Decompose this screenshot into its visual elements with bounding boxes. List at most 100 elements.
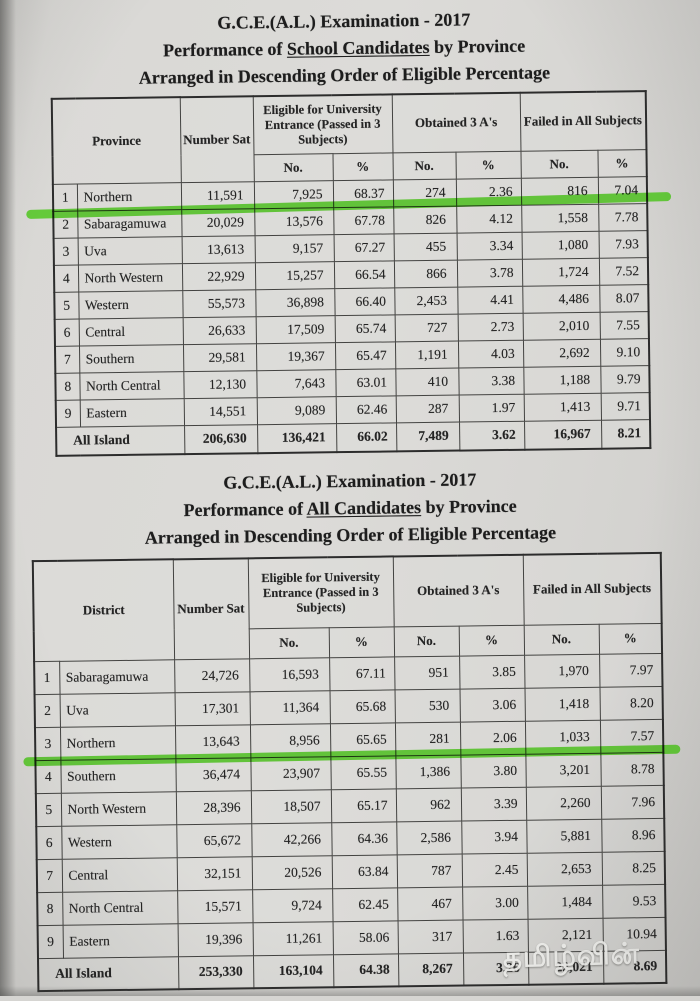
name-cell: North Western: [77, 263, 183, 292]
failed-pct-cell: 7.52: [598, 257, 649, 285]
eligible-pct-cell: 64.36: [331, 821, 397, 856]
eligible-no-cell: 11,364: [249, 690, 330, 725]
eligible-pct-cell: 67.78: [333, 206, 394, 235]
rank-cell: 4: [53, 264, 79, 292]
number-sat-cell: 17,301: [174, 691, 250, 726]
three-as-pct-cell: 4.41: [457, 285, 523, 314]
rank-cell: 2: [34, 693, 60, 728]
eligible-pct-cell: 62.46: [335, 395, 397, 424]
total-3as-no: 7,489: [396, 421, 460, 452]
total-eligible-pct: 64.38: [332, 953, 399, 988]
total-failed-pct: 8.21: [601, 419, 651, 449]
three-as-no-cell: 727: [394, 313, 458, 342]
eligible-no-cell: 7,643: [256, 369, 336, 398]
number-sat-cell: 22,929: [181, 262, 256, 291]
three-as-no-cell: 787: [396, 853, 463, 888]
total-3as-no: 8,267: [397, 952, 464, 987]
pct-subheader: %: [458, 624, 525, 656]
three-as-no-cell: 1,386: [395, 754, 461, 789]
failed-header: Failed in All Subjects: [519, 91, 647, 151]
three-as-pct-cell: 3.00: [462, 885, 528, 920]
name-cell: Western: [78, 290, 183, 319]
failed-no-cell: 1,188: [523, 365, 601, 394]
three-as-no-cell: 866: [393, 259, 458, 288]
total-eligible-pct: 66.02: [336, 422, 397, 453]
eligible-pct-cell: 65.55: [330, 755, 396, 790]
all-candidates-title-block: G.C.E.(A.L.) Examination - 2017 Performa…: [0, 463, 700, 553]
rank-cell: 1: [52, 183, 78, 211]
number-sat-header: Number Sat: [179, 96, 254, 183]
eligible-pct-cell: 67.11: [329, 656, 395, 691]
failed-pct-cell: 8.25: [601, 850, 666, 885]
no-subheader: No.: [523, 623, 600, 655]
eligible-pct-cell: 58.06: [332, 920, 398, 955]
pct-subheader: %: [598, 622, 663, 654]
three-as-no-cell: 826: [393, 205, 457, 234]
eligible-no-cell: 16,593: [249, 657, 330, 692]
number-sat-cell: 65,672: [176, 823, 252, 858]
district-header: District: [32, 559, 175, 662]
failed-no-cell: 1,724: [521, 257, 600, 286]
tamil-watermark: தமிழ்வின்: [502, 936, 641, 975]
no-subheader: No.: [392, 151, 456, 180]
school-candidates-title-block: G.C.E.(A.L.) Examination - 2017 Performa…: [0, 3, 695, 93]
failed-pct-cell: 9.71: [600, 392, 651, 420]
total-eligible-no: 163,104: [252, 954, 334, 989]
all-candidates-table: District Number Sat Eligible for Univers…: [31, 551, 668, 993]
three-as-pct-cell: 3.34: [456, 231, 522, 260]
obtained-3as-header: Obtained 3 A's: [391, 92, 521, 153]
eligible-no-cell: 36,898: [255, 288, 335, 317]
rank-cell: 7: [36, 858, 63, 893]
failed-no-cell: 2,653: [526, 851, 603, 886]
rank-cell: 8: [55, 372, 80, 400]
number-sat-cell: 19,396: [177, 922, 253, 957]
eligible-pct-cell: 66.54: [333, 260, 395, 289]
name-cell: Central: [61, 857, 178, 892]
rank-cell: 6: [54, 318, 79, 346]
number-sat-cell: 14,551: [183, 397, 258, 426]
failed-no-cell: 3,201: [525, 752, 601, 787]
three-as-pct-cell: 3.85: [459, 654, 525, 689]
total-failed-no: 16,967: [524, 419, 602, 450]
number-sat-cell: 26,633: [182, 316, 256, 345]
eligible-no-cell: 15,257: [254, 261, 335, 290]
three-as-pct-cell: 1.97: [458, 393, 525, 422]
school-candidates-table: Province Number Sat Eligible for Univers…: [50, 90, 652, 457]
number-sat-cell: 12,130: [183, 370, 257, 399]
eligible-pct-cell: 66.40: [334, 287, 395, 316]
eligible-pct-cell: 65.47: [334, 341, 396, 370]
obtained-3as-header: Obtained 3 A's: [392, 554, 524, 627]
three-as-pct-cell: 3.39: [460, 786, 527, 821]
three-as-no-cell: 530: [394, 688, 460, 723]
eligible-pct-cell: 65.17: [330, 788, 397, 823]
name-cell: North Western: [60, 791, 177, 826]
rank-cell: 6: [36, 825, 62, 860]
rank-cell: 1: [34, 660, 60, 695]
failed-no-cell: 1,080: [521, 230, 599, 259]
photo-left-edge-shadow: [0, 0, 16, 996]
three-as-pct-cell: 3.06: [459, 687, 525, 722]
name-cell: Central: [78, 317, 183, 346]
failed-no-cell: 5,881: [526, 818, 602, 853]
underlined-candidate-type: All Candidates: [306, 497, 422, 519]
total-eligible-no: 136,421: [257, 423, 337, 454]
failed-no-cell: 1,970: [524, 653, 600, 688]
failed-pct-cell: 9.10: [599, 338, 650, 366]
three-as-pct-cell: 3.94: [461, 819, 527, 854]
failed-no-cell: 1,413: [523, 392, 602, 421]
pct-subheader: %: [597, 149, 647, 177]
no-subheader: No.: [520, 149, 598, 178]
rank-cell: 5: [35, 792, 62, 827]
name-cell: North Central: [62, 890, 178, 925]
failed-no-cell: 1,558: [521, 203, 599, 232]
rank-cell: 3: [53, 237, 78, 265]
total-number-sat: 206,630: [184, 424, 258, 455]
province-header: Province: [51, 97, 181, 184]
number-sat-cell: 24,726: [174, 658, 250, 693]
failed-pct-cell: 7.78: [598, 203, 648, 231]
eligible-no-cell: 9,089: [256, 396, 337, 425]
name-cell: Southern: [78, 344, 184, 373]
eligible-pct-cell: 65.74: [334, 314, 395, 343]
